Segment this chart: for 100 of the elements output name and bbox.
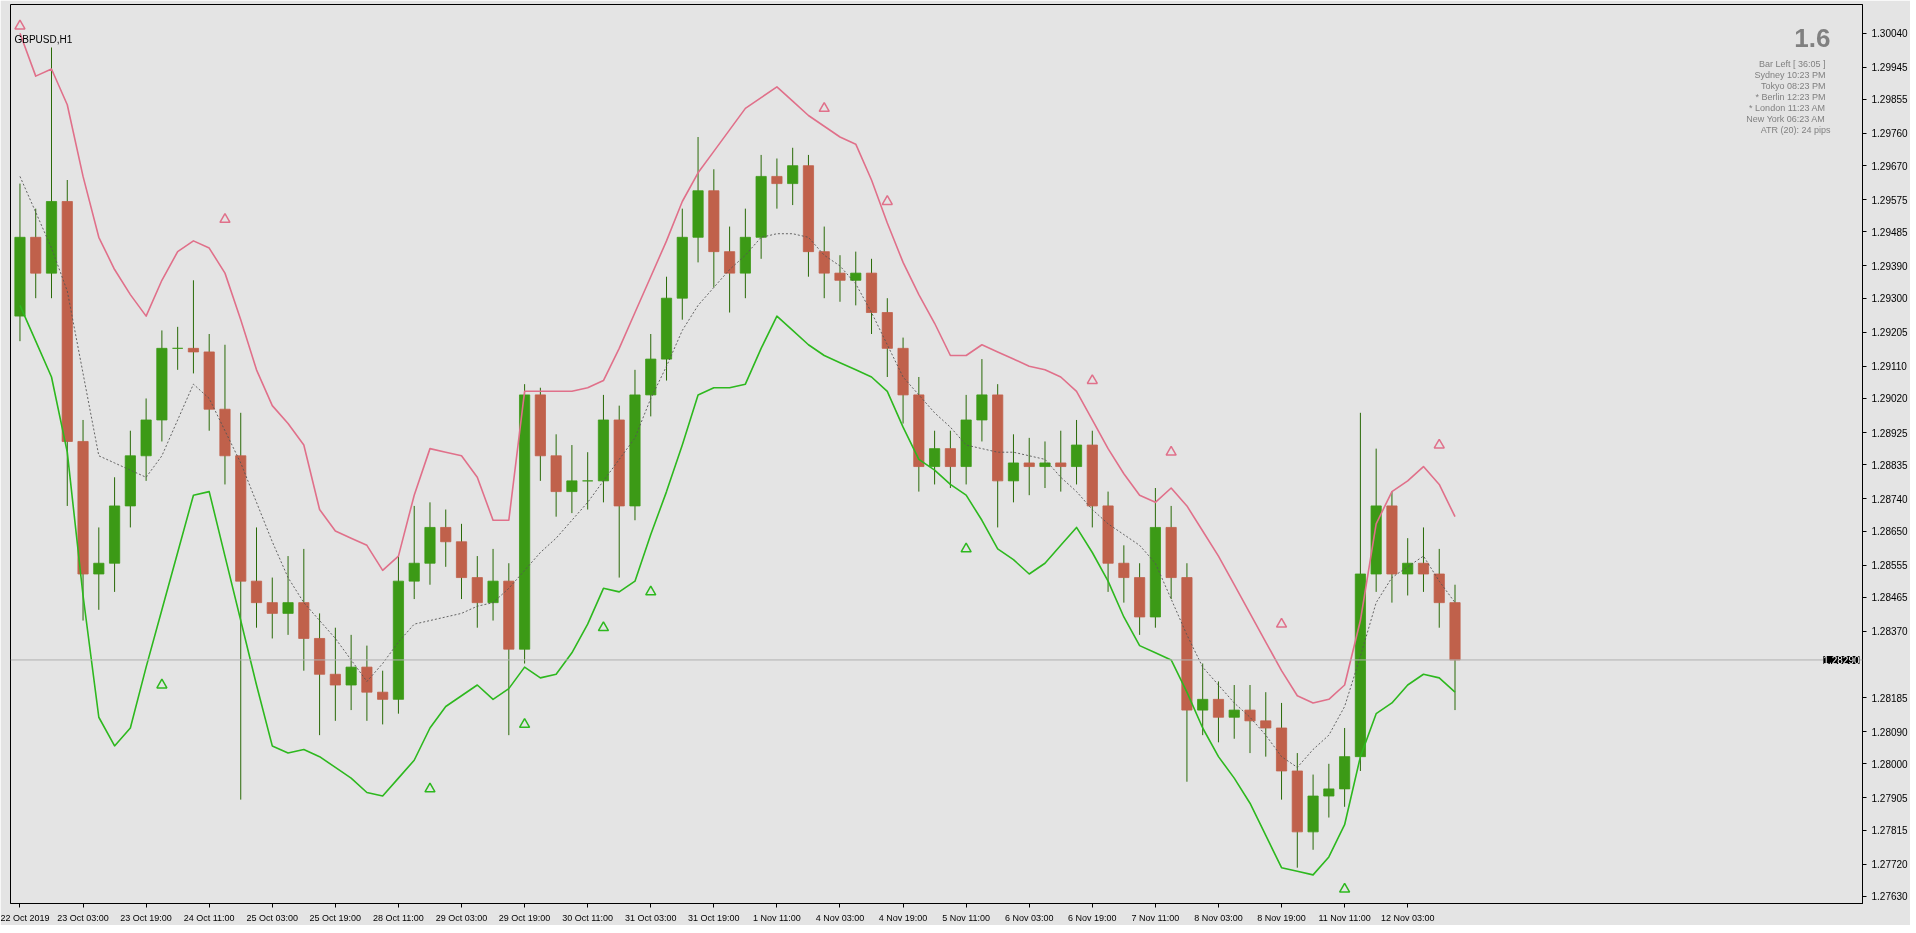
x-tick-label: 12 Nov 03:00 bbox=[1380, 912, 1435, 923]
y-tick-label: 1.29110 bbox=[1871, 361, 1908, 373]
candlestick bbox=[787, 147, 799, 206]
candlestick bbox=[944, 430, 956, 489]
point bbox=[518, 717, 531, 729]
candlestick bbox=[818, 226, 830, 299]
candlestick bbox=[1118, 544, 1130, 604]
point bbox=[1086, 374, 1099, 385]
line-series bbox=[19, 175, 1456, 768]
y-tick-label: 1.27720 bbox=[1871, 859, 1909, 871]
ref-line-label: 1.28290 bbox=[1823, 654, 1860, 666]
x-tick-label: 8 Nov 03:00 bbox=[1194, 912, 1243, 923]
x-tick-label: 4 Nov 03:00 bbox=[815, 912, 865, 923]
text: GBPUSD,H1 bbox=[14, 33, 73, 45]
y-tick-label: 1.27815 bbox=[1871, 825, 1909, 837]
x-tick-label: 7 Nov 11:00 bbox=[1131, 912, 1180, 923]
candlestick bbox=[582, 451, 594, 511]
y-tick-label: 1.28465 bbox=[1871, 592, 1909, 604]
x-tick-label: 6 Nov 03:00 bbox=[1004, 912, 1054, 923]
candlestick bbox=[187, 279, 199, 374]
x-tick-label: 31 Oct 03:00 bbox=[624, 912, 677, 923]
y-tick-label: 1.29390 bbox=[1871, 260, 1909, 272]
candlestick bbox=[266, 577, 278, 639]
candlestick bbox=[1007, 433, 1019, 503]
x-tick-label: 6 Nov 19:00 bbox=[1068, 912, 1117, 923]
candlestick bbox=[377, 670, 389, 725]
point bbox=[645, 585, 657, 596]
y-tick-label: 1.28185 bbox=[1871, 692, 1909, 704]
y-tick-label: 1.28000 bbox=[1871, 758, 1909, 770]
text: Sydney 10:23 PM bbox=[1754, 69, 1826, 80]
candlestick bbox=[93, 526, 105, 611]
y-tick-label: 1.28925 bbox=[1871, 427, 1909, 439]
y-tick-label: 1.29020 bbox=[1871, 393, 1909, 405]
y-tick-label: 1.28740 bbox=[1871, 493, 1909, 505]
candlestick bbox=[1244, 684, 1256, 754]
point bbox=[1338, 882, 1351, 893]
candlestick bbox=[771, 158, 783, 210]
x-tick-label: 23 Oct 03:00 bbox=[57, 912, 109, 923]
y-tick-label: 1.28835 bbox=[1871, 459, 1909, 471]
text: Bar Left [ 36:05 ] bbox=[1758, 58, 1826, 69]
x-tick-label: 23 Oct 19:00 bbox=[120, 912, 172, 923]
candlestick bbox=[172, 326, 184, 371]
point bbox=[881, 194, 894, 206]
text: Tokyo 08:23 PM bbox=[1760, 80, 1826, 91]
candlestick bbox=[724, 226, 736, 314]
candlestick bbox=[850, 251, 862, 306]
candlestick bbox=[1228, 684, 1240, 740]
point bbox=[597, 621, 610, 632]
y-tick-label: 1.29205 bbox=[1871, 327, 1909, 339]
y-tick-label: 1.29485 bbox=[1871, 226, 1909, 238]
x-tick-label: 4 Nov 19:00 bbox=[878, 912, 928, 923]
candlestick bbox=[1039, 440, 1051, 489]
candlestick bbox=[1071, 419, 1083, 485]
candlestick bbox=[1260, 691, 1272, 758]
x-tick-label: 29 Oct 03:00 bbox=[435, 912, 488, 923]
candlestick bbox=[1417, 526, 1429, 593]
point bbox=[424, 782, 436, 793]
candlestick bbox=[1055, 430, 1067, 493]
y-tick-label: 1.29855 bbox=[1871, 94, 1909, 106]
x-tick-label: 30 Oct 11:00 bbox=[562, 912, 614, 923]
candlestick bbox=[345, 634, 357, 711]
candlestick bbox=[408, 505, 420, 600]
candlestick bbox=[834, 254, 846, 303]
candlestick bbox=[1023, 437, 1035, 496]
candlestick bbox=[1197, 663, 1209, 736]
y-tick-label: 1.27630 bbox=[1871, 891, 1909, 903]
y-tick-label: 1.29670 bbox=[1871, 160, 1909, 172]
candlestick bbox=[1212, 680, 1224, 743]
point bbox=[1165, 445, 1177, 456]
y-tick-label: 1.28370 bbox=[1871, 626, 1909, 638]
y-tick-label: 1.28090 bbox=[1871, 726, 1909, 738]
point bbox=[1275, 617, 1288, 628]
x-tick-label: 31 Oct 19:00 bbox=[688, 912, 740, 923]
candlestick bbox=[566, 444, 578, 514]
candlestick bbox=[929, 430, 941, 485]
x-tick-label: 11 Nov 11:00 bbox=[1318, 912, 1371, 923]
text: ATR (20): 24 pips bbox=[1760, 124, 1831, 135]
text: New York 06:23 AM bbox=[1746, 113, 1825, 124]
text: 1.6 bbox=[1794, 22, 1831, 53]
line-series bbox=[19, 304, 1456, 876]
y-tick-label: 1.28650 bbox=[1871, 526, 1909, 538]
candlestick bbox=[282, 555, 294, 636]
y-tick-label: 1.29575 bbox=[1871, 194, 1909, 206]
x-tick-label: 29 Oct 19:00 bbox=[498, 912, 551, 923]
x-tick-label: 22 Oct 2019 bbox=[0, 912, 50, 923]
candlestick bbox=[250, 526, 263, 629]
point bbox=[1433, 438, 1445, 449]
candlestick bbox=[487, 548, 499, 622]
x-tick-label: 28 Oct 11:00 bbox=[373, 912, 424, 923]
y-tick-label: 1.27905 bbox=[1871, 792, 1909, 804]
y-tick-label: 1.28555 bbox=[1871, 560, 1909, 572]
y-tick-label: 1.29945 bbox=[1871, 62, 1909, 74]
y-tick-label: 1.29300 bbox=[1871, 293, 1909, 305]
point bbox=[818, 101, 830, 113]
x-tick-label: 25 Oct 19:00 bbox=[309, 912, 362, 923]
x-tick-label: 25 Oct 03:00 bbox=[246, 912, 299, 923]
point bbox=[156, 678, 168, 689]
candlestick bbox=[1323, 763, 1335, 819]
candlestick bbox=[440, 509, 452, 568]
point bbox=[960, 542, 972, 553]
